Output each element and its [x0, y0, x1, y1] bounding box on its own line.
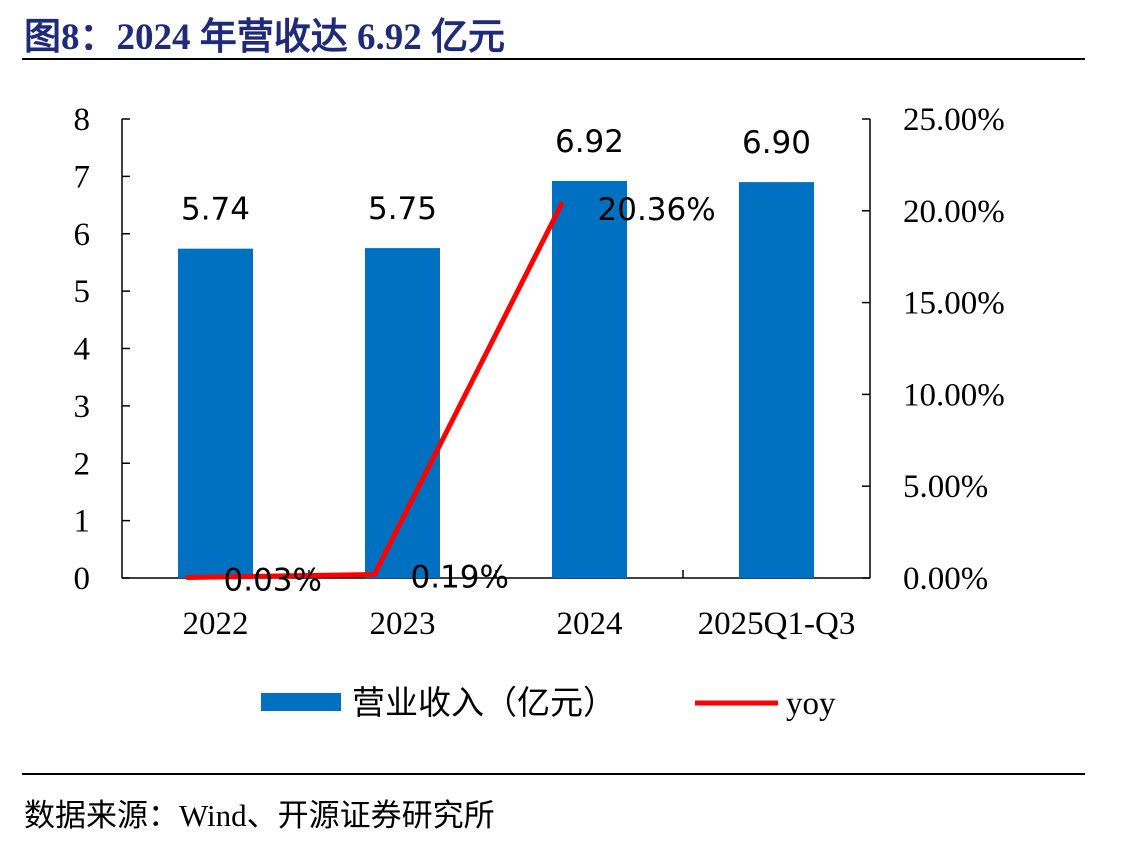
- bar: [178, 248, 253, 579]
- yoy-point: [185, 574, 190, 580]
- bar-data-label: 5.74: [181, 192, 250, 228]
- left-tick-label: 0: [74, 561, 91, 597]
- yoy-data-label: 0.03%: [224, 562, 322, 598]
- legend-line-label: yoy: [786, 686, 836, 722]
- chart-title: 图8：2024 年营收达 6.92 亿元: [24, 17, 505, 58]
- yoy-point: [372, 572, 377, 578]
- left-tick-label: 3: [74, 389, 91, 425]
- yoy-data-label: 0.19%: [411, 560, 509, 596]
- x-tick-label: 2025Q1-Q3: [698, 606, 856, 642]
- x-tick-label: 2023: [370, 606, 436, 642]
- right-tick-label: 10.00%: [903, 377, 1005, 413]
- left-tick-label: 5: [74, 274, 91, 310]
- top-divider: [22, 58, 1085, 60]
- yoy-point: [559, 201, 564, 207]
- left-tick-label: 7: [74, 159, 91, 195]
- legend-bar-label: 营业收入（亿元）: [352, 685, 616, 722]
- x-tick-label: 2024: [557, 606, 623, 642]
- left-tick-label: 2: [74, 446, 91, 482]
- bar: [365, 248, 440, 578]
- right-tick-label: 5.00%: [903, 469, 988, 505]
- bar-data-label: 6.92: [555, 124, 624, 160]
- right-tick-label: 0.00%: [903, 561, 988, 597]
- right-tick-label: 20.00%: [903, 194, 1005, 230]
- bar: [739, 182, 814, 579]
- left-tick-label: 8: [74, 102, 91, 138]
- left-tick-label: 1: [74, 504, 91, 540]
- bar-data-label: 6.90: [742, 125, 811, 161]
- source-note: 数据来源：Wind、开源证券研究所: [24, 798, 495, 833]
- x-tick-label: 2022: [183, 606, 249, 642]
- yoy-data-label: 20.36%: [598, 192, 716, 228]
- right-tick-label: 25.00%: [903, 102, 1005, 138]
- left-tick-label: 6: [74, 217, 91, 253]
- bar: [552, 180, 627, 578]
- bar-data-label: 5.75: [368, 191, 437, 227]
- left-tick-label: 4: [74, 332, 91, 368]
- bottom-divider: [22, 773, 1085, 775]
- right-tick-label: 15.00%: [903, 286, 1005, 322]
- legend-bar-swatch: [261, 693, 341, 711]
